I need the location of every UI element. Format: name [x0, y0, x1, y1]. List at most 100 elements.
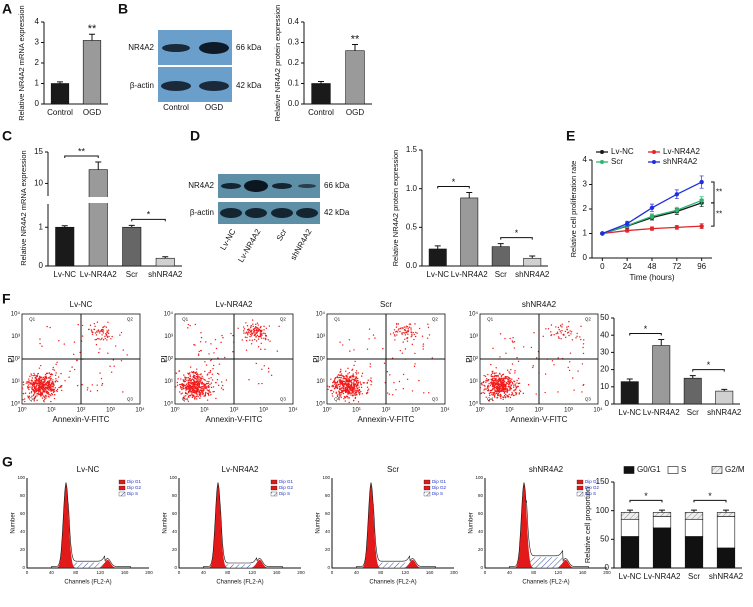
event-dot — [346, 390, 348, 392]
bar — [345, 50, 365, 105]
x-tick-label: 48 — [648, 262, 657, 271]
event-dot — [332, 391, 335, 393]
x-tick-label: 10² — [535, 408, 544, 414]
event-dot — [41, 384, 43, 387]
bar — [428, 248, 447, 267]
event-dot — [253, 329, 256, 331]
event-dot — [35, 375, 37, 377]
event-dot — [410, 336, 412, 338]
event-dot — [506, 396, 509, 398]
point — [674, 192, 680, 197]
event-dot — [40, 379, 42, 381]
event-dot — [50, 379, 52, 381]
event-dot — [345, 385, 348, 387]
event-dot — [43, 383, 45, 386]
event-dot — [187, 385, 189, 387]
event-dot — [181, 392, 184, 394]
event-dot — [348, 379, 350, 382]
event-dot — [413, 365, 416, 368]
event-dot — [208, 390, 210, 392]
event-dot — [55, 363, 57, 366]
event-dot — [507, 376, 510, 379]
blot-background — [218, 202, 320, 224]
event-dot — [506, 391, 508, 394]
event-dot — [211, 379, 214, 381]
event-dot — [195, 390, 198, 392]
event-dot — [36, 383, 38, 385]
event-dot — [489, 391, 492, 394]
event-dot — [22, 392, 25, 395]
event-dot — [208, 391, 211, 393]
x-tick-label: 96 — [697, 262, 706, 271]
event-dot — [176, 381, 179, 384]
event-dot — [482, 391, 484, 394]
event-dot — [77, 323, 79, 326]
event-dot — [246, 336, 248, 339]
event-dot — [582, 343, 585, 345]
event-dot — [99, 330, 102, 332]
event-dot — [340, 373, 343, 375]
event-dot — [332, 384, 334, 387]
quadrant-label: Q1 — [334, 317, 341, 322]
event-dot — [102, 330, 105, 332]
event-dot — [36, 399, 38, 402]
blot-band — [199, 81, 229, 91]
event-dot — [180, 378, 182, 380]
event-dot — [487, 390, 490, 392]
event-dot — [54, 380, 57, 383]
quadrant-label: Q4 — [182, 397, 189, 402]
event-dot — [34, 379, 36, 382]
event-dot — [180, 393, 182, 395]
y-tick-label: 0 — [22, 565, 25, 570]
event-dot — [49, 388, 52, 390]
event-dot — [553, 364, 555, 366]
event-dot — [428, 392, 430, 394]
event-dot — [112, 359, 115, 361]
x-axis-label: Annexin-V-FITC — [358, 415, 415, 424]
event-dot — [340, 368, 342, 370]
event-dot — [406, 337, 409, 339]
event-dot — [192, 394, 194, 396]
event-dot — [91, 330, 93, 332]
event-dot — [86, 389, 89, 391]
event-dot — [194, 323, 197, 326]
event-dot — [505, 396, 507, 398]
event-dot — [401, 327, 403, 329]
event-dot — [357, 372, 359, 374]
event-dot — [263, 365, 266, 367]
event-dot — [411, 390, 414, 392]
event-dot — [503, 388, 505, 390]
event-dot — [107, 321, 109, 324]
event-dot — [499, 356, 501, 358]
event-dot — [263, 337, 265, 339]
event-dot — [191, 387, 194, 389]
event-dot — [406, 330, 408, 332]
event-dot — [199, 397, 201, 399]
event-dot — [511, 381, 514, 384]
event-dot — [203, 385, 205, 388]
x-tick-label: 120 — [554, 570, 562, 575]
event-dot — [502, 398, 504, 401]
y-tick-label: 1 — [35, 79, 40, 88]
event-dot — [405, 327, 407, 329]
event-dot — [63, 343, 65, 345]
event-dot — [47, 393, 49, 395]
event-dot — [178, 370, 181, 372]
event-dot — [215, 397, 217, 400]
event-dot — [204, 370, 206, 373]
event-dot — [189, 374, 191, 376]
event-dot — [491, 394, 493, 396]
event-dot — [260, 331, 263, 333]
event-dot — [215, 347, 218, 350]
significance-bracket — [131, 218, 166, 222]
point — [674, 225, 680, 230]
error-bar — [689, 375, 696, 379]
event-dot — [248, 328, 250, 331]
quadrant-label: Q2 — [585, 317, 592, 322]
blot-band — [244, 180, 268, 192]
event-dot — [399, 330, 401, 333]
event-dot — [514, 370, 516, 372]
x-tick-label: 80 — [531, 570, 537, 575]
event-dot — [190, 394, 192, 396]
event-dot — [81, 383, 83, 386]
